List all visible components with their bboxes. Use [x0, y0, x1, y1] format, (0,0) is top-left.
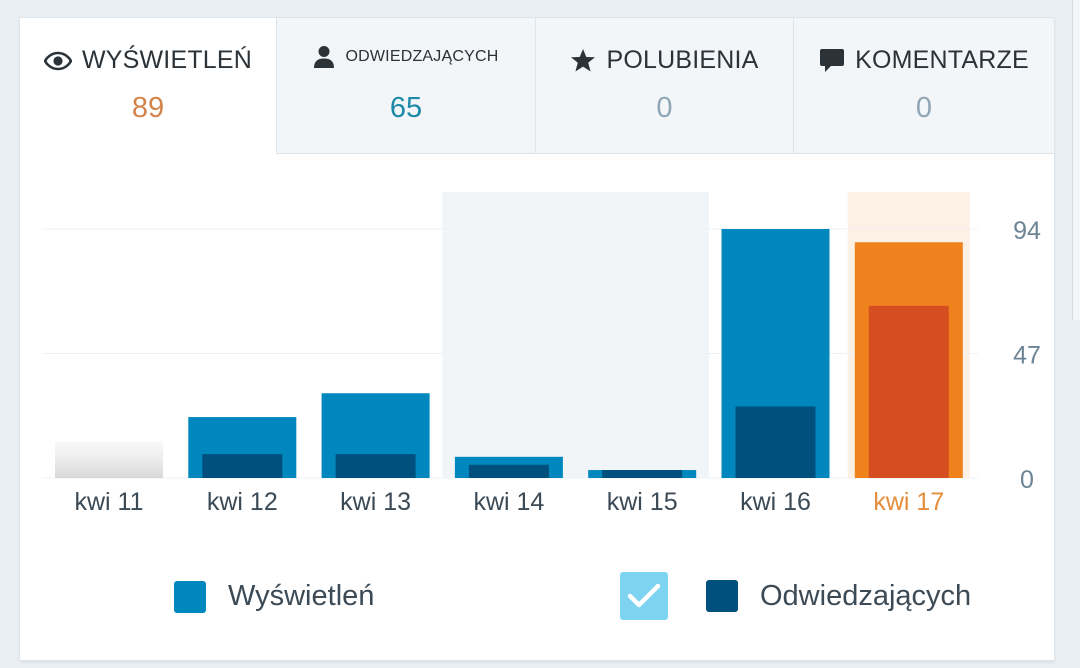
bar-visitors: [868, 305, 949, 478]
legend-views-label: Wyświetleń: [228, 580, 375, 612]
x-tick-label: kwi 16: [740, 488, 811, 516]
y-tick-label: 47: [1013, 342, 1041, 370]
tab-likes-label: POLUBIENIA: [606, 46, 759, 74]
bar-visitors: [202, 454, 283, 478]
stats-tabs: WYŚWIETLEŃ 89 ODWIEDZAJĄCYCH 65 POLUBIEN…: [20, 18, 1054, 154]
x-tick-label: kwi 17: [873, 488, 944, 516]
x-tick-label: kwi 14: [473, 488, 544, 516]
tab-views-value: 89: [131, 92, 165, 124]
tab-likes-value: 0: [656, 92, 673, 124]
checkmark-icon: [627, 583, 661, 608]
bar-views: [55, 442, 163, 478]
legend-visitors-swatch: [706, 580, 738, 612]
legend-views-swatch: [174, 580, 206, 613]
y-tick-label: 94: [1013, 217, 1041, 245]
tab-comments-label: KOMENTARZE: [855, 46, 1029, 74]
y-tick-label: 0: [1020, 466, 1034, 494]
bar-visitors: [602, 470, 683, 478]
eye-icon: [43, 51, 72, 70]
tab-views[interactable]: WYŚWIETLEŃ 89: [20, 18, 277, 154]
legend-views: Wyświetleń: [174, 580, 374, 613]
tab-comments[interactable]: KOMENTARZE 0: [794, 18, 1054, 154]
legend-visitors: Odwiedzających: [620, 572, 971, 620]
visitors-checkbox[interactable]: [620, 572, 668, 620]
weekend-shade: [442, 192, 709, 478]
stats-card: WYŚWIETLEŃ 89 ODWIEDZAJĄCYCH 65 POLUBIEN…: [20, 18, 1054, 660]
x-tick-label: kwi 11: [74, 488, 143, 516]
scroll-edge: [1072, 0, 1080, 320]
x-tick-label: kwi 13: [340, 488, 411, 516]
bar-visitors: [468, 464, 549, 478]
bar-visitors: [335, 454, 416, 478]
legend-visitors-label: Odwiedzających: [760, 579, 972, 612]
bar-chart: 94 47 0 kwi 11 kwi 12 kwi 13 kwi 14 kwi 15 kwi 1…: [42, 192, 1041, 516]
person-icon: [314, 46, 335, 68]
bar-visitors: [735, 406, 816, 478]
tab-visitors[interactable]: ODWIEDZAJĄCYCH 65: [277, 18, 536, 154]
tab-visitors-value: 65: [389, 92, 423, 124]
comment-icon: [820, 49, 845, 72]
tab-visitors-label: ODWIEDZAJĄCYCH: [345, 48, 499, 65]
tab-likes[interactable]: POLUBIENIA 0: [536, 18, 794, 154]
x-tick-label: kwi 12: [207, 488, 278, 516]
tab-views-label: WYŚWIETLEŃ: [81, 46, 253, 74]
tab-comments-value: 0: [915, 92, 933, 124]
star-icon: [571, 49, 596, 72]
x-tick-label: kwi 15: [607, 488, 678, 516]
